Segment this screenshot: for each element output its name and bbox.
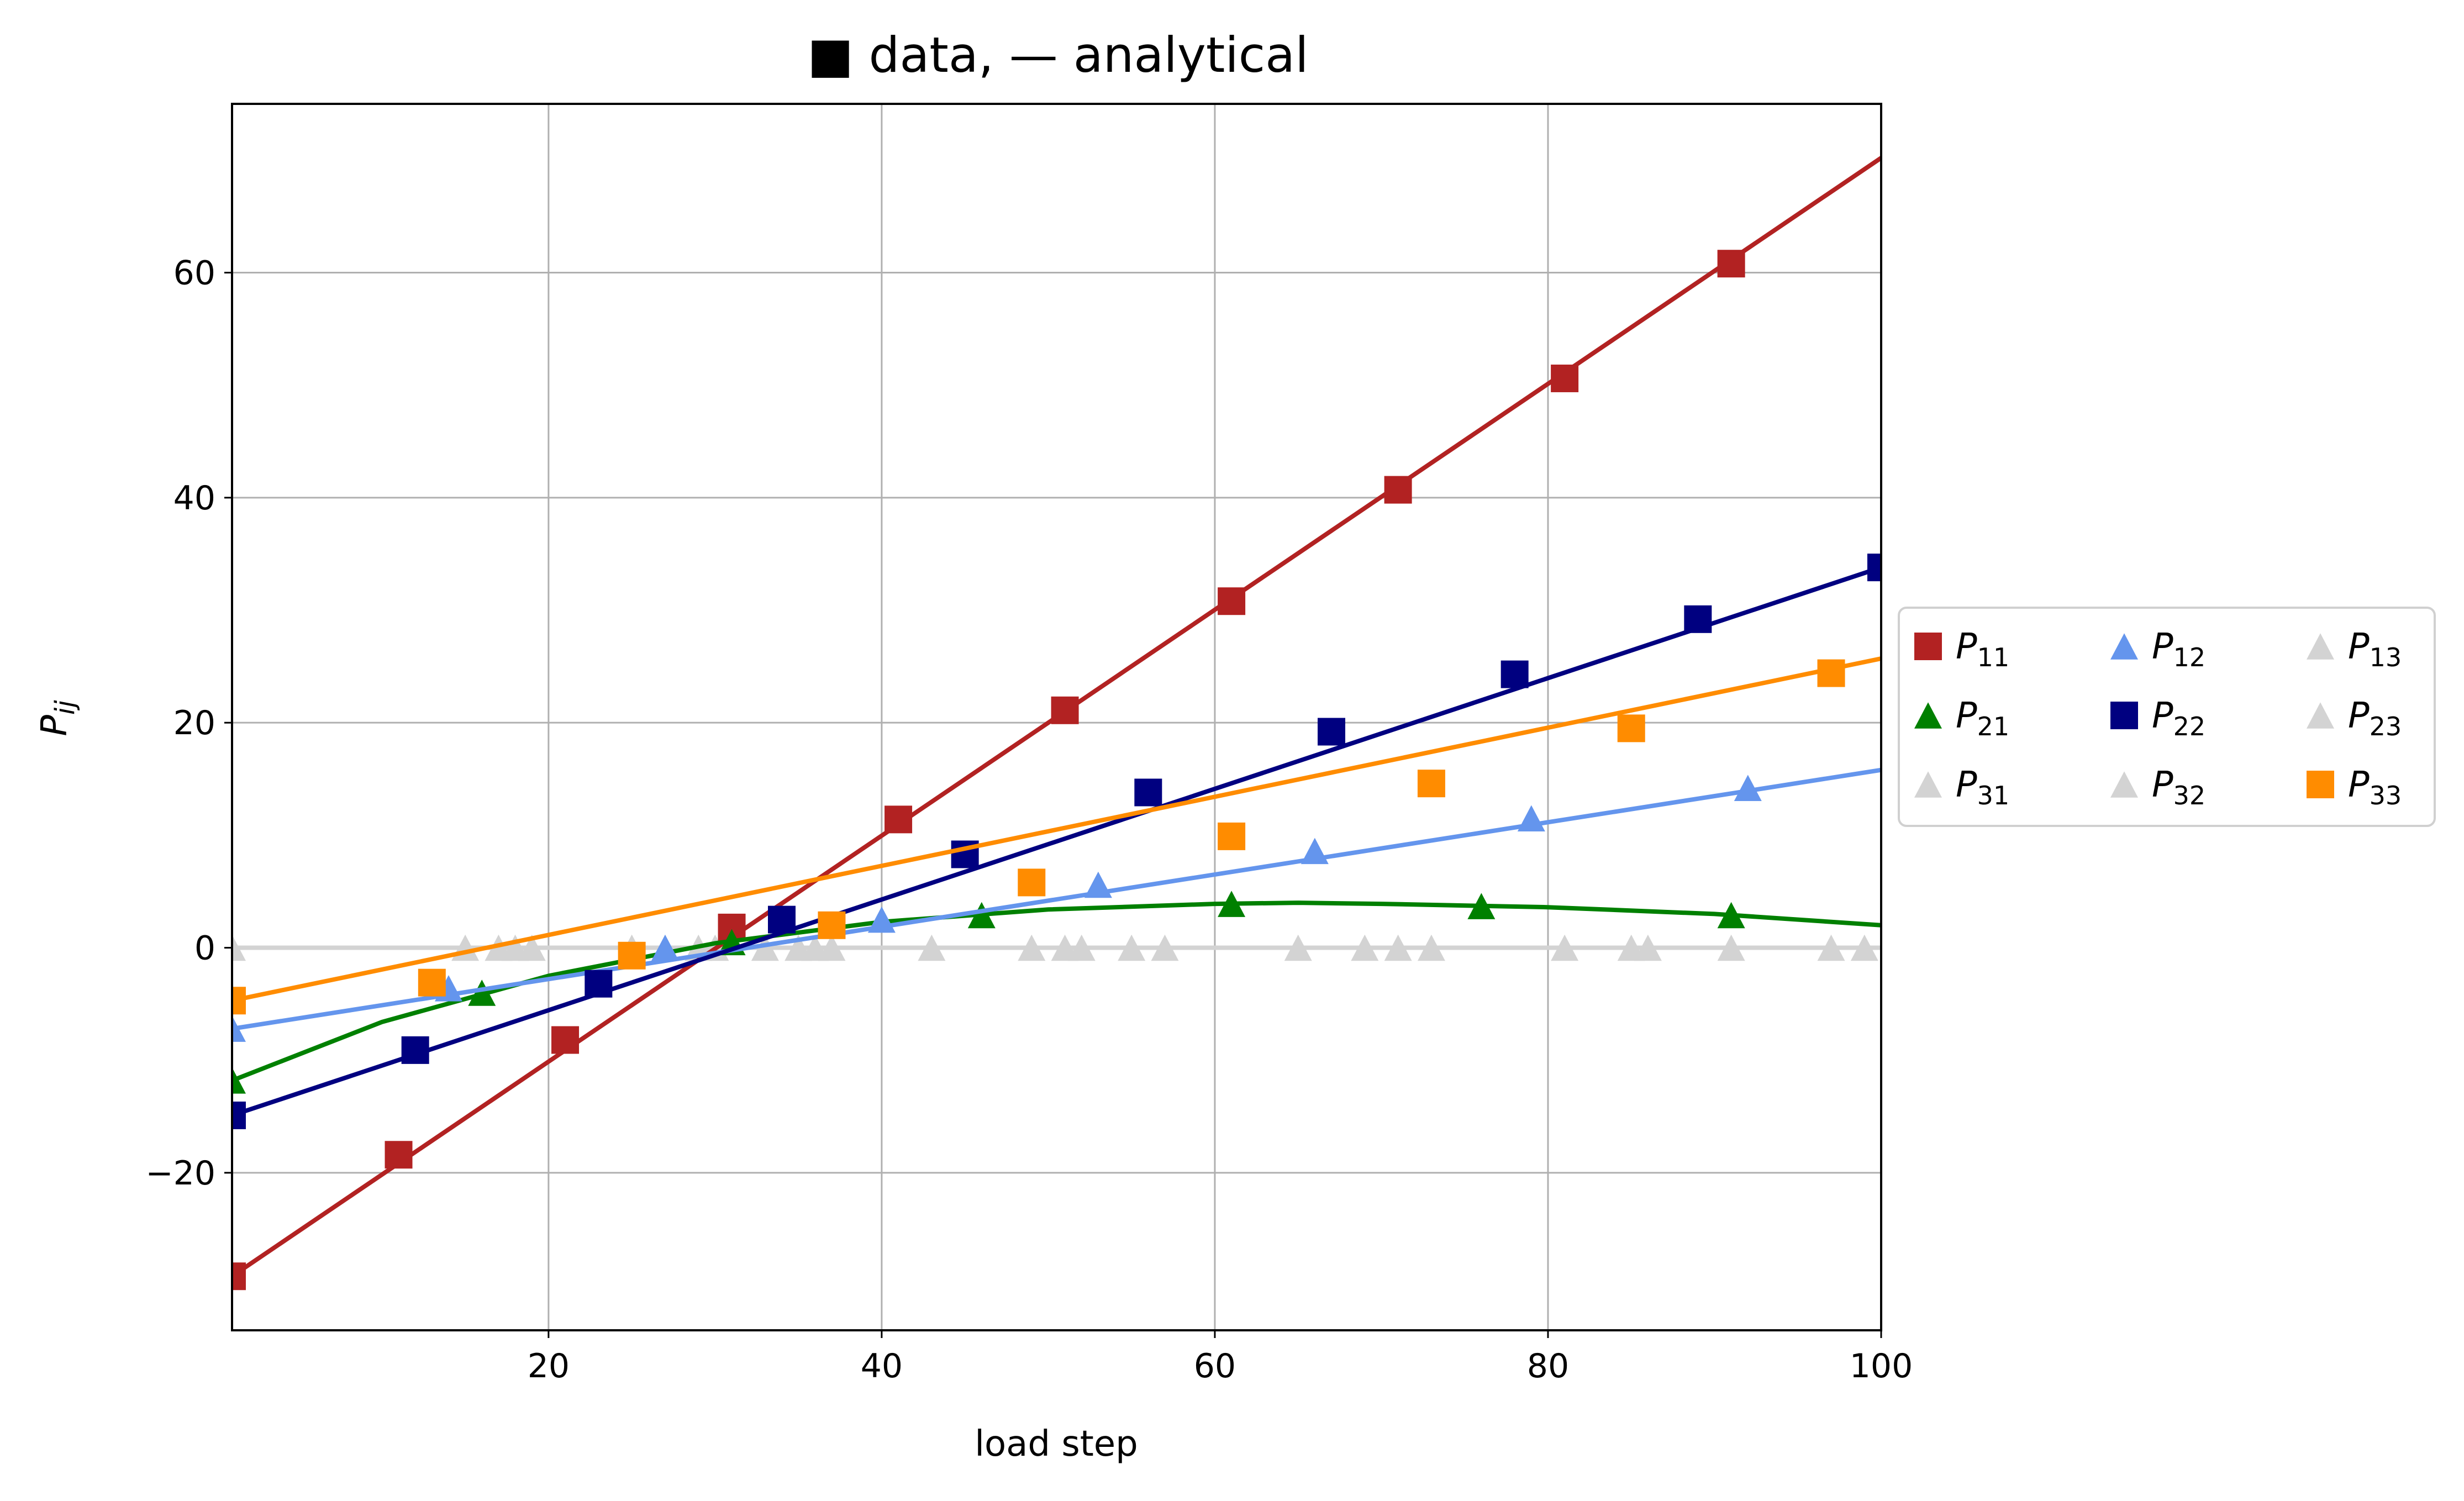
data-point — [651, 934, 679, 961]
chart-title: ■ data, — analytical — [807, 27, 1308, 83]
y-tick-label: 40 — [173, 479, 215, 518]
data-point — [232, 1262, 246, 1291]
data-point — [1734, 775, 1762, 802]
series-p12 — [232, 767, 1881, 1042]
legend-label: P23 — [2348, 696, 2402, 741]
data-point — [1134, 778, 1162, 807]
data-point — [1084, 871, 1112, 898]
data-point — [884, 805, 913, 834]
x-tick-label: 60 — [1194, 1347, 1236, 1386]
plot-series — [232, 156, 1881, 1291]
legend-marker — [1914, 771, 1942, 798]
legend-marker — [2110, 633, 2138, 660]
legend-marker — [2307, 702, 2334, 729]
legend-marker — [2110, 702, 2138, 729]
data-point — [618, 941, 646, 970]
legend-marker — [2110, 771, 2138, 798]
data-point — [867, 906, 896, 933]
data-point — [1218, 822, 1246, 850]
data-point — [768, 905, 796, 934]
series-line — [232, 656, 1881, 1003]
data-point — [818, 911, 846, 939]
x-tick-label: 20 — [528, 1347, 570, 1386]
legend-marker — [1914, 633, 1942, 660]
data-point — [1867, 554, 1881, 582]
legend-marker — [2307, 771, 2334, 798]
legend-marker — [1914, 702, 1942, 729]
data-point — [232, 1067, 246, 1094]
series-line — [232, 565, 1881, 1118]
series-p22 — [232, 554, 1881, 1129]
axis-ticks: 20 40 60 80 100 −20 0 20 40 60 — [145, 254, 1913, 1386]
data-point — [1018, 868, 1046, 897]
legend-box — [1898, 607, 2436, 827]
data-point — [418, 968, 446, 997]
y-axis-label: Pij — [34, 700, 81, 736]
data-point — [1500, 660, 1529, 688]
legend-label: P21 — [1956, 696, 2009, 741]
data-point — [1218, 587, 1246, 615]
data-point — [1517, 805, 1545, 832]
data-point — [1717, 250, 1745, 278]
data-point — [232, 987, 246, 1015]
y-tick-label: 0 — [194, 929, 215, 968]
data-point — [401, 1036, 429, 1064]
legend-label: P33 — [2348, 765, 2402, 810]
y-tick-label: −20 — [145, 1154, 215, 1193]
data-point — [232, 1015, 246, 1042]
x-tick-label: 100 — [1850, 1347, 1913, 1386]
data-point — [1717, 902, 1745, 929]
data-point — [1384, 476, 1412, 504]
legend-label: P13 — [2348, 626, 2402, 672]
data-point — [1218, 891, 1246, 917]
data-point — [585, 970, 613, 998]
data-point — [385, 1141, 413, 1169]
legend-label: P32 — [2152, 765, 2205, 810]
data-point — [551, 1026, 580, 1054]
x-axis-label: load step — [975, 1424, 1138, 1465]
data-point — [1617, 714, 1645, 742]
series-p33 — [232, 656, 1881, 1015]
x-tick-label: 80 — [1527, 1347, 1569, 1386]
plot-frame — [231, 103, 1882, 1331]
data-point — [232, 1101, 246, 1129]
data-point — [1684, 605, 1712, 633]
series-line — [232, 767, 1881, 1031]
x-tick-label: 40 — [861, 1347, 903, 1386]
legend-label: P12 — [2152, 626, 2205, 672]
data-point — [1551, 364, 1579, 392]
data-point — [1301, 838, 1329, 865]
legend-label: P11 — [1956, 626, 2009, 672]
legend-label: P22 — [2152, 696, 2205, 741]
data-point — [1318, 718, 1345, 746]
data-point — [1417, 770, 1445, 798]
data-point — [468, 979, 496, 1006]
legend: P11 P12 P13 P21 P22 P23 P31 P32 P33 — [1898, 607, 2436, 827]
y-tick-label: 20 — [173, 704, 215, 742]
legend-marker — [2307, 633, 2334, 660]
data-point — [1467, 893, 1496, 919]
data-point — [1051, 696, 1079, 724]
series-p11 — [232, 156, 1881, 1291]
data-point — [967, 902, 996, 929]
legend-label: P31 — [1956, 765, 2009, 810]
y-tick-label: 60 — [173, 254, 215, 293]
data-point — [1817, 659, 1845, 687]
